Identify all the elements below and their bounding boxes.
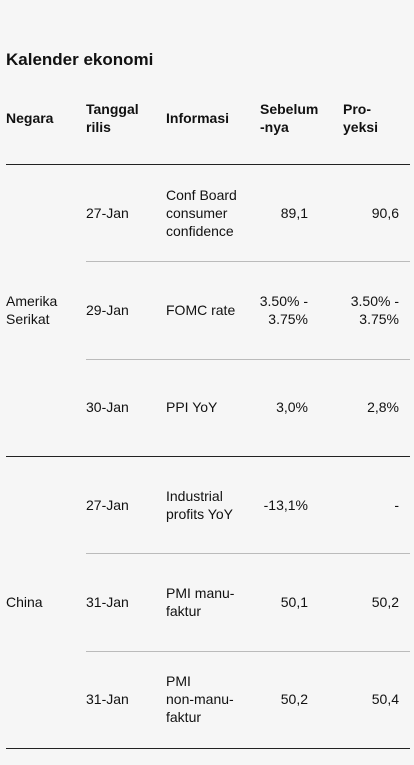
- info: Industrial profits YoY: [166, 487, 233, 522]
- country: China: [6, 593, 43, 610]
- group-rule: [6, 456, 410, 457]
- date: 30-Jan: [86, 399, 129, 416]
- date: 31-Jan: [86, 593, 129, 610]
- forecast: 50,2: [371, 593, 399, 610]
- header-cell: Pro- yeksi: [343, 101, 379, 135]
- forecast: 3.50% - 3.75%: [350, 292, 399, 327]
- date: 31-Jan: [86, 691, 129, 708]
- previous: 50,1: [280, 593, 308, 610]
- previous: 89,1: [280, 204, 308, 221]
- row-rule: [86, 553, 410, 554]
- forecast: 2,8%: [367, 399, 399, 416]
- header-cell: Tanggal rilis: [86, 101, 139, 135]
- header-cell: Informasi: [166, 110, 230, 126]
- info: PMI non-manu- faktur: [166, 673, 234, 726]
- previous: 3.50% - 3.75%: [259, 292, 308, 327]
- date: 27-Jan: [86, 496, 129, 513]
- header-cell: Sebelum -nya: [260, 101, 319, 135]
- previous: 3,0%: [276, 399, 308, 416]
- row-rule: [86, 651, 410, 652]
- info: Conf Board consumer confidence: [166, 186, 237, 239]
- header-rule: [6, 164, 410, 165]
- header-cell: Negara: [6, 110, 54, 126]
- previous: 50,2: [280, 691, 308, 708]
- group-rule: [6, 748, 410, 749]
- row-rule: [86, 359, 410, 360]
- date: 27-Jan: [86, 204, 129, 221]
- country: Amerika Serikat: [6, 292, 58, 327]
- previous: -13,1%: [263, 496, 308, 513]
- forecast: 90,6: [371, 204, 399, 221]
- info: FOMC rate: [166, 301, 236, 318]
- title: Kalender ekonomi: [6, 50, 154, 69]
- date: 29-Jan: [86, 301, 129, 318]
- forecast: 50,4: [371, 691, 399, 708]
- info: PPI YoY: [166, 399, 218, 416]
- forecast: -: [394, 496, 399, 513]
- info: PMI manu- faktur: [166, 584, 235, 619]
- row-rule: [86, 261, 410, 262]
